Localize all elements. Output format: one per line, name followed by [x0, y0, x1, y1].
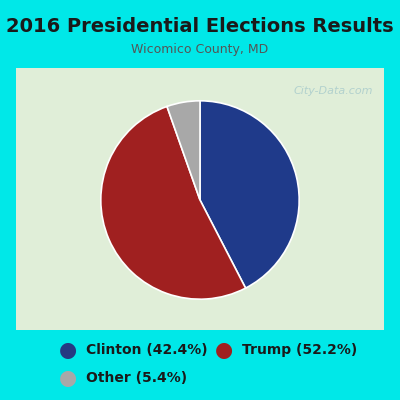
- Text: City-Data.com: City-Data.com: [294, 86, 373, 96]
- Wedge shape: [200, 101, 299, 288]
- Text: ●: ●: [59, 340, 77, 360]
- Wedge shape: [101, 106, 246, 299]
- Text: 2016 Presidential Elections Results: 2016 Presidential Elections Results: [6, 16, 394, 36]
- Text: Clinton (42.4%): Clinton (42.4%): [86, 343, 208, 357]
- Wedge shape: [167, 101, 200, 200]
- Text: ●: ●: [59, 368, 77, 388]
- Text: Trump (52.2%): Trump (52.2%): [242, 343, 357, 357]
- Text: ●: ●: [215, 340, 233, 360]
- Text: Wicomico County, MD: Wicomico County, MD: [131, 44, 269, 56]
- Text: Other (5.4%): Other (5.4%): [86, 371, 187, 385]
